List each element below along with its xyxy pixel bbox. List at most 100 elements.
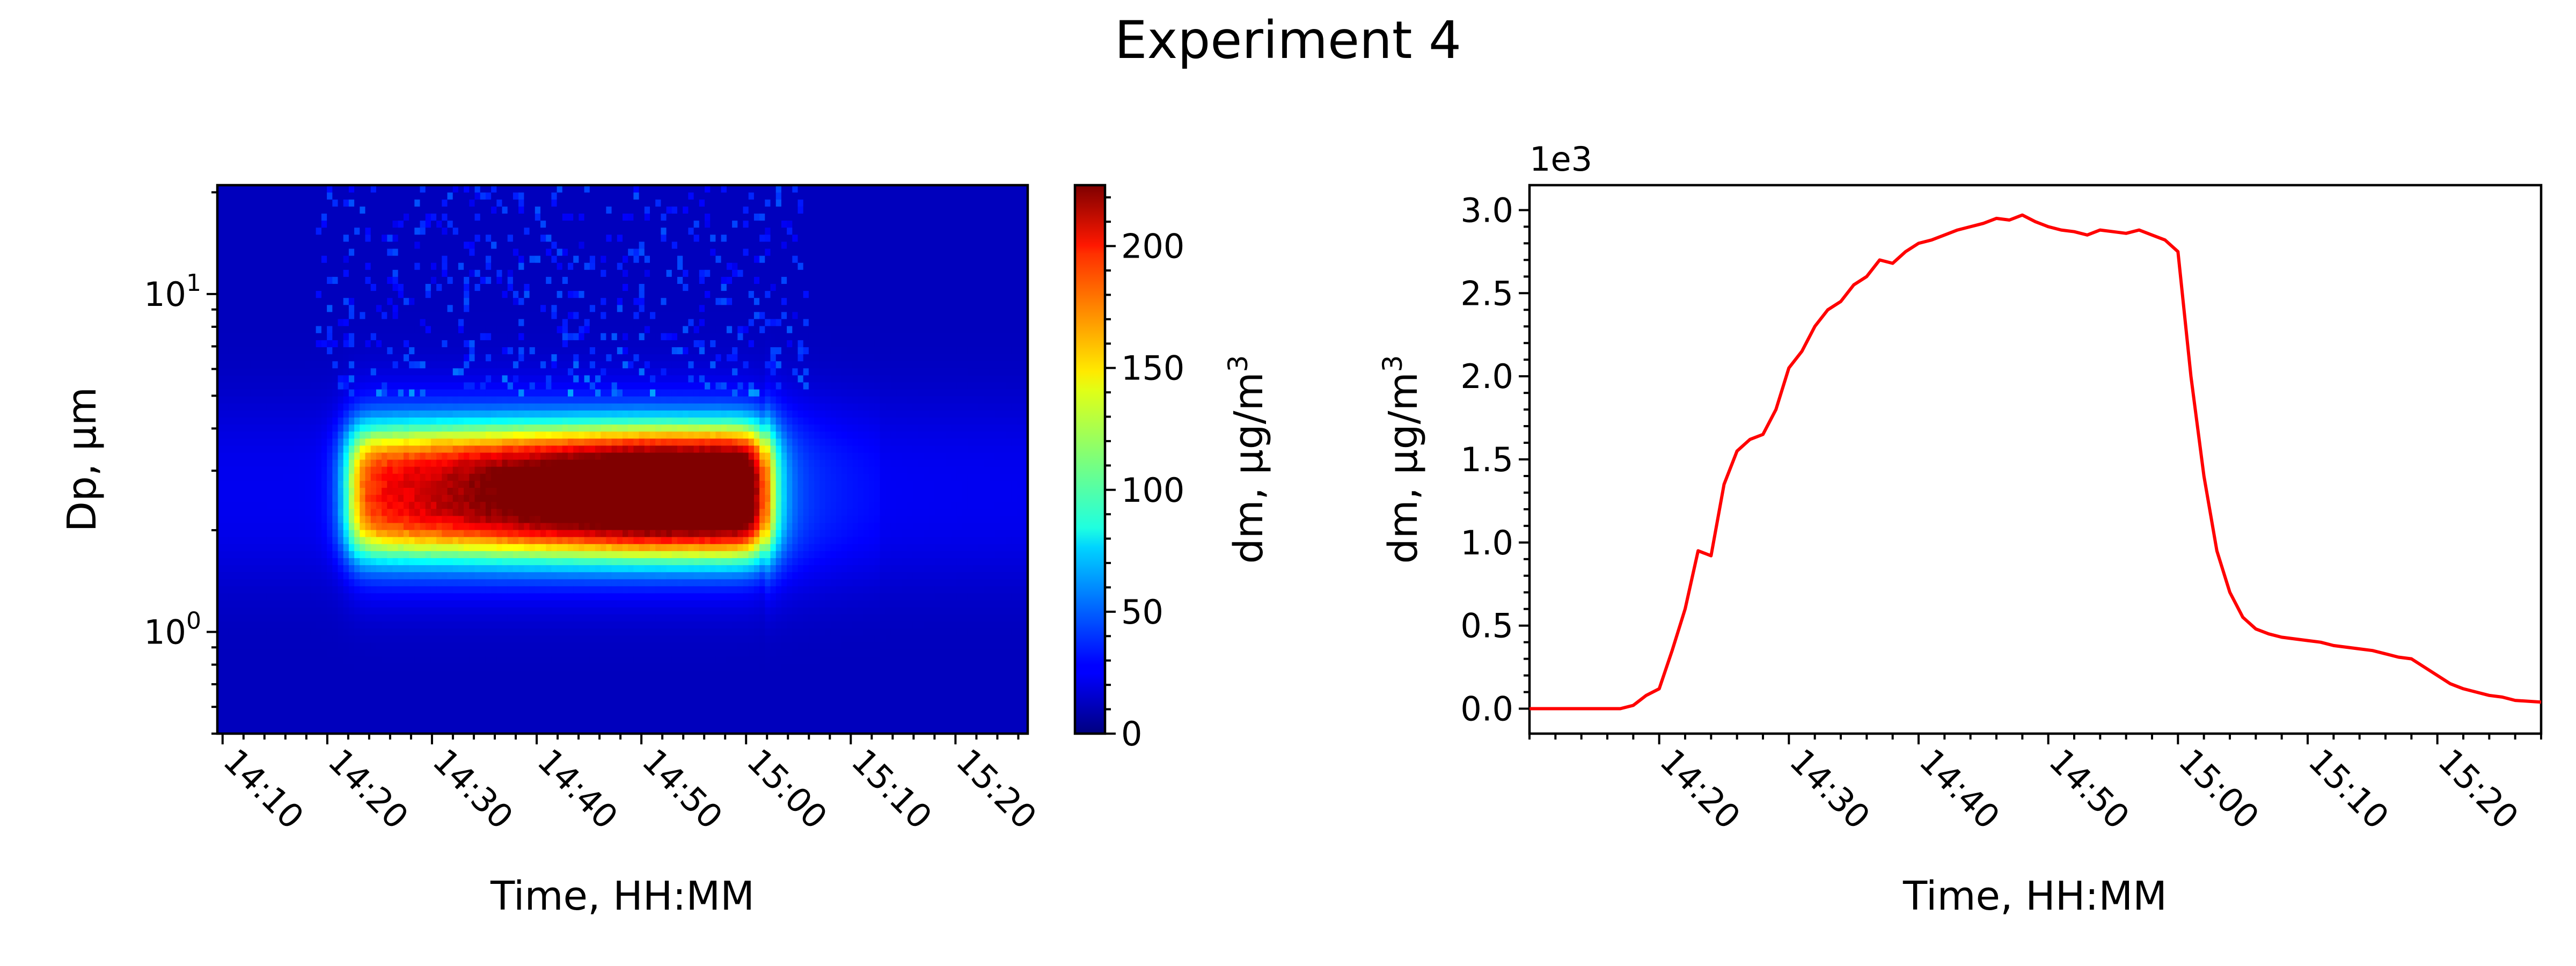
heatmap-cell [316,290,322,298]
heatmap-cell [557,276,563,284]
heatmap-cell [217,297,223,305]
heatmap-cell [228,621,235,629]
heatmap-cell [546,311,552,319]
heatmap-cell [288,375,295,383]
heatmap-cell [546,480,552,488]
heatmap-cell [376,438,382,446]
heatmap-cell [491,396,497,404]
heatmap-cell [316,719,322,727]
heatmap-cell [283,508,289,516]
heatmap-cell [294,712,300,720]
heatmap-cell [239,684,245,692]
heatmap-cell [474,445,481,453]
heatmap-cell [360,480,366,488]
heatmap-cell [228,684,235,692]
heatmap-cell [283,297,289,305]
heatmap-cell [398,670,404,678]
heatmap-cell [245,558,251,566]
heatmap-cell [283,431,289,439]
heatmap-cell [310,234,317,242]
heatmap-cell [491,466,497,474]
heatmap-cell [266,705,273,713]
heatmap-cell [255,389,262,397]
heatmap-cell [233,670,240,678]
heatmap-cell [261,600,267,608]
heatmap-cell [409,572,415,580]
heatmap-cell [266,389,273,397]
heatmap-cell [430,592,437,601]
heatmap-cell [436,311,442,319]
heatmap-cell [551,347,558,355]
heatmap-cell [338,607,344,614]
heatmap-cell [272,537,278,544]
heatmap-cell [535,642,541,650]
heatmap-cell [507,628,514,636]
heatmap-cell [474,719,481,727]
heatmap-cell [420,234,426,242]
heatmap-cell [502,248,508,256]
heatmap-cell [529,677,536,685]
heatmap-cell [430,487,437,495]
heatmap-cell [551,607,558,614]
heatmap-cell [245,361,251,369]
heatmap-cell [316,592,322,601]
heatmap-cell [491,206,497,214]
heatmap-cell [491,572,497,580]
heatmap-cell [332,326,339,333]
heatmap-cell [557,614,563,621]
heatmap-cell [562,340,568,347]
heatmap-cell [288,283,295,291]
heatmap-cell [452,255,459,263]
heatmap-cell [360,248,366,256]
heatmap-cell [409,234,415,242]
heatmap-cell [266,347,273,355]
heatmap-cell [447,403,453,411]
heatmap-cell [425,396,431,404]
heatmap-cell [535,431,541,439]
heatmap-cell [327,522,333,530]
heatmap-cell [436,480,442,488]
heatmap-cell [288,649,295,657]
heatmap-cell [452,551,459,558]
heatmap-cell [365,656,371,664]
heatmap-cell [332,199,339,207]
heatmap-cell [354,340,360,347]
heatmap-cell [430,558,437,566]
heatmap-cell [469,628,475,636]
heatmap-cell [261,656,267,664]
heatmap-cell [239,600,245,608]
heatmap-cell [332,544,339,551]
heatmap-cell [223,326,229,333]
heatmap-cell [239,403,245,411]
heatmap-cell [305,459,311,467]
heatmap-cell [524,494,530,502]
heatmap-cell [217,389,223,397]
heatmap-cell [305,438,311,446]
heatmap-cell [420,241,426,249]
heatmap-cell [338,726,344,734]
heatmap-cell [551,340,558,347]
heatmap-cell [223,698,229,706]
heatmap-cell [316,466,322,474]
heatmap-cell [261,297,267,305]
heatmap-cell [299,705,305,713]
heatmap-cell [288,248,295,256]
heatmap-cell [442,565,448,573]
heatmap-cell [474,726,481,734]
heatmap-cell [485,248,492,256]
heatmap-cell [365,340,371,347]
heatmap-cell [442,586,448,594]
heatmap-cell [382,494,387,502]
heatmap-cell [485,537,492,544]
heatmap-cell [255,431,262,439]
heatmap-cell [343,227,349,235]
heatmap-cell [321,375,327,383]
heatmap-cell [524,220,530,228]
heatmap-cell [458,438,464,446]
heatmap-cell [250,424,256,432]
heatmap-cell [513,473,519,481]
heatmap-cell [398,382,404,390]
heatmap-cell [239,206,245,214]
heatmap-cell [480,445,486,453]
heatmap-cell [442,354,448,362]
